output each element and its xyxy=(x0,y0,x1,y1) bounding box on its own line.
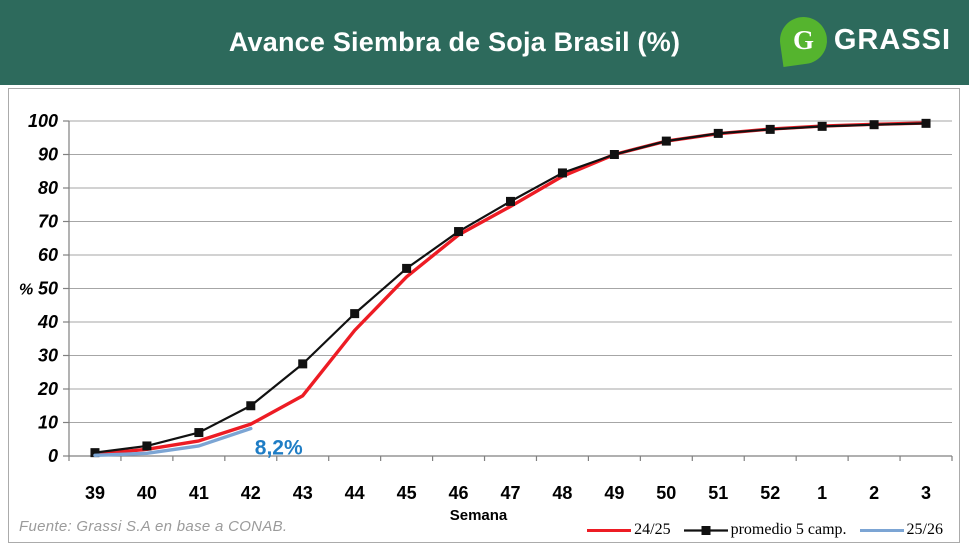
y-tick-label: 10 xyxy=(38,413,58,433)
brand-name: GRASSI xyxy=(833,24,951,56)
legend-item-promedio-5-camp-: promedio 5 camp. xyxy=(683,521,847,539)
source-note: Fuente: Grassi S.A en base a CONAB. xyxy=(19,518,288,535)
legend-item-24-25: 24/25 xyxy=(587,521,671,539)
y-tick-label: 100 xyxy=(28,111,58,131)
y-tick-label: 90 xyxy=(38,145,58,165)
series-marker xyxy=(454,227,464,237)
x-tick-label: 48 xyxy=(552,483,572,503)
header: Avance Siembra de Soja Brasil (%) G GRAS… xyxy=(0,0,969,85)
brand-logo: G GRASSI xyxy=(776,13,951,68)
y-tick-label: 60 xyxy=(38,245,58,265)
x-tick-label: 43 xyxy=(293,483,313,503)
x-axis-title: Semana xyxy=(450,507,508,524)
series-marker xyxy=(350,309,360,319)
series-marker xyxy=(817,121,827,131)
series-marker xyxy=(90,448,100,458)
x-tick-label: 42 xyxy=(241,483,261,503)
y-axis-title: % xyxy=(19,282,33,299)
series-marker xyxy=(194,428,204,438)
y-tick-label: 80 xyxy=(38,178,58,198)
series-line-promedio-5-camp- xyxy=(93,122,928,454)
legend-label: 25/26 xyxy=(906,521,943,538)
y-tick-label: 30 xyxy=(38,346,58,366)
series-marker xyxy=(557,168,567,178)
page-title: Avance Siembra de Soja Brasil (%) xyxy=(228,27,681,57)
x-tick-label: 52 xyxy=(760,483,780,503)
logo-monogram: G xyxy=(792,25,814,56)
series-marker xyxy=(713,128,723,138)
x-tick-label: 47 xyxy=(500,483,520,503)
series-marker xyxy=(402,263,412,273)
series-marker xyxy=(921,118,931,128)
x-tick-label: 44 xyxy=(345,483,365,503)
legend-item-25-26: 25/26 xyxy=(859,521,943,539)
x-tick-label: 41 xyxy=(189,483,209,503)
x-tick-label: 3 xyxy=(921,483,931,503)
series-marker xyxy=(869,120,879,130)
legend-line-sample xyxy=(587,528,632,532)
series-marker xyxy=(298,359,308,369)
x-tick-label: 49 xyxy=(604,483,624,503)
x-tick-label: 50 xyxy=(656,483,676,503)
legend-label: promedio 5 camp. xyxy=(730,521,847,538)
series-marker xyxy=(246,401,256,411)
legend-line-sample xyxy=(683,525,728,535)
legend-label: 24/25 xyxy=(634,521,671,538)
series-marker xyxy=(661,136,671,146)
x-tick-label: 51 xyxy=(708,483,728,503)
line-chart: 0 10 20 30 40 50 60 70 80 90 100 39 40 41 42 43 44 45 46 47… xyxy=(19,111,953,524)
y-tick-label: 20 xyxy=(37,379,58,399)
x-tick-label: 46 xyxy=(449,483,469,503)
y-tick-label: 40 xyxy=(37,312,58,332)
series-marker xyxy=(609,150,619,159)
x-tick-label: 40 xyxy=(137,483,157,503)
legend-line-sample xyxy=(859,528,904,532)
annotation-label: 8,2% xyxy=(255,437,303,460)
y-tick-label: 50 xyxy=(38,279,58,299)
x-tick-label: 2 xyxy=(869,483,879,503)
y-tick-label: 0 xyxy=(48,446,58,466)
chart-legend: 24/25 promedio 5 camp. 25/26 xyxy=(587,521,943,539)
x-tick-label: 1 xyxy=(817,483,827,503)
series-line-25-26 xyxy=(93,426,253,458)
series-marker xyxy=(506,196,515,206)
y-tick-label: 70 xyxy=(38,212,58,232)
series-marker xyxy=(765,124,775,134)
x-tick-label: 39 xyxy=(85,483,105,503)
chart-panel: 0 10 20 30 40 50 60 70 80 90 100 39 40 41 42 43 44 45 46 47… xyxy=(8,88,960,543)
x-tick-label: 45 xyxy=(397,483,417,503)
series-marker xyxy=(142,441,152,451)
leaf-icon: G xyxy=(776,13,830,68)
